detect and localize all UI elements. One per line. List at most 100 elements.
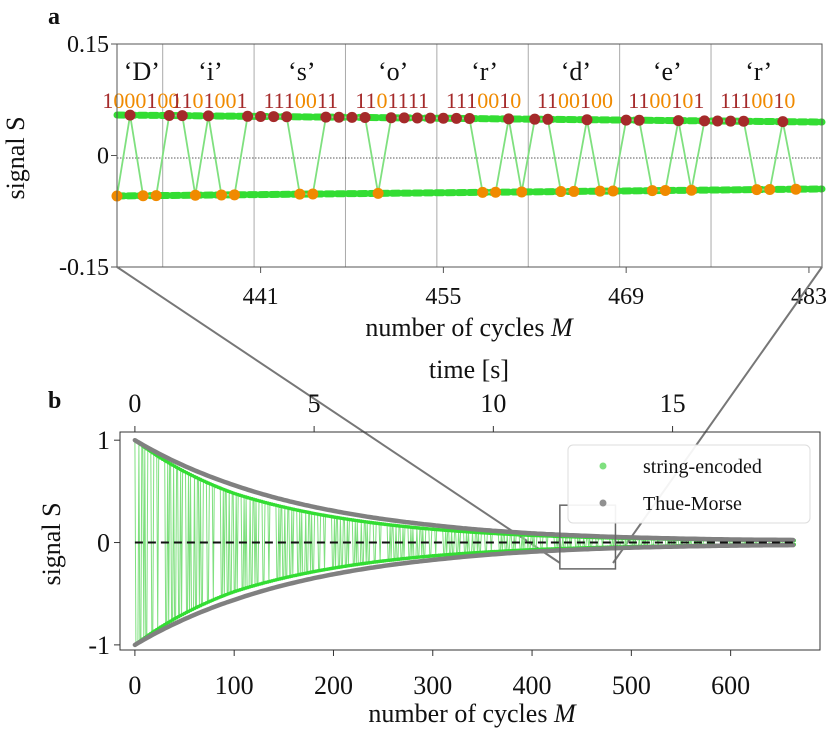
panel-a-x-ticks: 441 455 469 483 xyxy=(243,267,827,310)
series-thue-morse-upper xyxy=(132,437,796,543)
legend-marker-thue-morse xyxy=(599,499,607,507)
letter-label: ‘D’ xyxy=(124,57,160,86)
bit-label: 1101111 xyxy=(355,88,429,113)
panel-b-series xyxy=(132,437,796,648)
panel-b-top-ticks: 0 5 10 15 xyxy=(128,389,686,432)
letter-label: ‘r’ xyxy=(471,57,498,86)
panel-a-xtick-label: 483 xyxy=(791,284,827,310)
panel-b-xlabel: number of cycles M xyxy=(368,699,577,728)
point-bit-1 xyxy=(777,116,789,128)
point-bit-1 xyxy=(633,114,645,126)
point-bit-1 xyxy=(255,110,267,122)
point-bit-0 xyxy=(215,189,227,201)
letter-label: ‘i’ xyxy=(198,57,223,86)
series-thue-morse-lower xyxy=(132,542,796,648)
point-bit-1 xyxy=(242,110,254,122)
panel-b-x-ticks: 0 100 200 300 400 500 600 xyxy=(128,650,750,700)
panel-b-label: b xyxy=(48,388,61,414)
point-bit-1 xyxy=(385,112,397,124)
panel-a-ytick-label: -0.15 xyxy=(59,255,109,281)
point-bit-1 xyxy=(738,115,750,127)
letter-label: ‘e’ xyxy=(653,57,682,86)
legend: string-encoded Thue-Morse xyxy=(567,444,811,524)
legend-marker-string-encoded xyxy=(599,462,607,470)
panel-b-frame xyxy=(119,431,821,651)
panel-b-top-tick-label: 15 xyxy=(660,389,686,418)
panel-a-ytick-label: 0.15 xyxy=(67,32,109,58)
legend-box xyxy=(567,444,811,524)
point-bit-0 xyxy=(555,186,567,198)
panel-a-y-ticks: -0.15 0 0.15 xyxy=(59,32,117,281)
point-bit-0 xyxy=(568,185,580,197)
panel-a-letters: ‘D’ ‘i’ ‘s’ ‘o’ ‘r’ ‘d’ ‘e’ ‘r’ xyxy=(124,57,772,86)
point-bit-1 xyxy=(725,115,737,127)
panel-b-top-tick-label: 5 xyxy=(308,389,321,418)
panel-a-ytick-label: 0 xyxy=(97,144,109,170)
point-bit-1 xyxy=(581,114,593,126)
point-bit-0 xyxy=(594,185,606,197)
panel-a-xtick-label: 455 xyxy=(425,284,461,310)
bit-label: 1110010 xyxy=(720,88,795,113)
legend-label-thue-morse: Thue-Morse xyxy=(643,493,742,515)
point-bit-0 xyxy=(490,186,502,198)
panel-b-y-ticks: -1 0 1 xyxy=(88,426,120,660)
point-bit-1 xyxy=(163,110,175,122)
bit-label: 1101001 xyxy=(171,88,247,113)
letter-label: ‘o’ xyxy=(378,57,408,86)
panel-b-ylabel: signal S xyxy=(37,502,66,585)
point-bit-0 xyxy=(189,189,201,201)
panel-b-xtick-label: 200 xyxy=(314,671,353,700)
point-bit-1 xyxy=(464,113,475,125)
point-bit-1 xyxy=(268,111,280,123)
point-bit-1 xyxy=(398,112,410,124)
point-bit-1 xyxy=(359,111,371,123)
panel-a-signal xyxy=(116,114,797,197)
point-bit-1 xyxy=(529,113,541,125)
point-bit-1 xyxy=(620,114,632,126)
panel-b-ytick-label: 0 xyxy=(97,529,110,558)
point-bit-1 xyxy=(124,109,136,121)
point-bit-1 xyxy=(699,115,710,127)
point-bit-1 xyxy=(176,110,188,122)
panel-a-ylabel: signal S xyxy=(1,116,30,199)
point-bit-0 xyxy=(646,185,658,197)
point-bit-1 xyxy=(202,110,214,122)
point-bit-0 xyxy=(229,189,240,201)
point-bit-0 xyxy=(137,190,149,202)
panel-b-xtick-label: 100 xyxy=(215,671,254,700)
point-bit-1 xyxy=(424,112,436,124)
point-bit-1 xyxy=(320,111,332,123)
panel-a-label: a xyxy=(48,4,60,30)
point-bit-0 xyxy=(372,187,384,199)
panel-b-xtick-label: 500 xyxy=(612,671,651,700)
panel-b-ytick-label: -1 xyxy=(88,631,110,660)
panel-a-xlabel: number of cycles M xyxy=(365,313,574,342)
point-bit-1 xyxy=(503,113,515,125)
point-bit-0 xyxy=(294,188,306,200)
panel-b-top-tick-label: 10 xyxy=(480,389,506,418)
point-bit-1 xyxy=(437,112,449,124)
point-bit-0 xyxy=(659,185,671,197)
legend-label-string-encoded: string-encoded xyxy=(643,456,762,478)
panel-b-xtick-label: 300 xyxy=(413,671,452,700)
point-bit-1 xyxy=(672,115,684,127)
point-bit-0 xyxy=(790,183,802,195)
panel-a-signal-line xyxy=(116,114,797,197)
panel-a: a signal S ‘D’ ‘i’ ‘s’ ‘o’ ‘r’ ‘d’ ‘e’ ‘r’ 1000… xyxy=(1,4,827,342)
point-bit-1 xyxy=(411,112,423,124)
point-bit-0 xyxy=(307,188,319,200)
panel-a-points xyxy=(111,109,802,202)
point-bit-0 xyxy=(607,185,619,197)
point-bit-1 xyxy=(542,113,554,125)
panel-b-top-label: time [s] xyxy=(429,355,509,384)
bit-label: 1100100 xyxy=(537,88,613,113)
panel-b-xtick-label: 0 xyxy=(128,671,141,700)
point-bit-0 xyxy=(150,190,162,202)
panel-a-xtick-label: 441 xyxy=(243,284,279,310)
point-bit-0 xyxy=(477,186,489,198)
panel-b: time [s] b signal S 0 100 200 300 400 500 600 … xyxy=(37,355,821,728)
bit-label: 1110011 xyxy=(263,88,338,113)
bit-label: 1100101 xyxy=(628,88,704,113)
